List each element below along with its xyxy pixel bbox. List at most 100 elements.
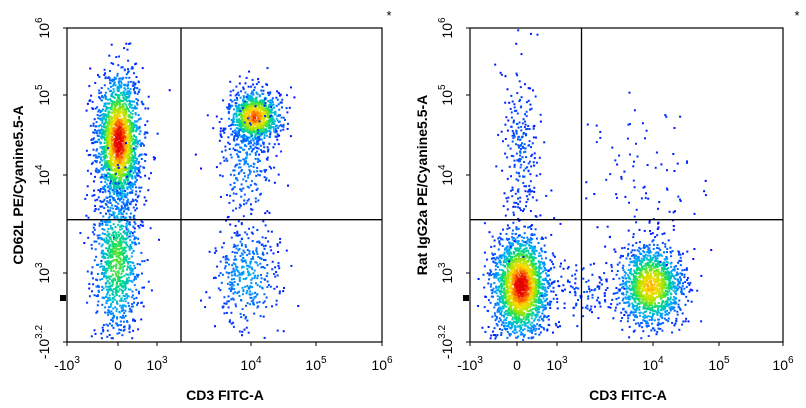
event-dot xyxy=(101,116,104,119)
event-dot xyxy=(261,287,264,290)
event-dot xyxy=(121,182,124,185)
event-dot xyxy=(94,199,97,202)
event-dot xyxy=(265,158,268,160)
event-dot xyxy=(235,107,238,110)
event-dot xyxy=(131,337,134,340)
event-dot xyxy=(266,109,269,112)
event-dot xyxy=(241,109,244,112)
event-dot xyxy=(138,139,141,142)
event-dot xyxy=(126,135,129,138)
event-dot xyxy=(239,255,242,257)
event-dot xyxy=(223,296,226,299)
event-dot xyxy=(239,96,242,99)
event-dot xyxy=(272,128,275,131)
event-dot xyxy=(244,245,247,248)
event-dot xyxy=(249,111,252,114)
event-dot xyxy=(107,309,110,312)
event-dot xyxy=(238,203,241,206)
event-dot xyxy=(102,114,105,117)
event-dot xyxy=(233,258,236,261)
event-dot xyxy=(249,170,252,173)
event-dot xyxy=(114,104,117,107)
event-dot xyxy=(99,142,102,145)
event-dot xyxy=(112,213,115,216)
event-dot xyxy=(117,159,120,162)
event-dot xyxy=(266,67,269,70)
event-dot xyxy=(113,315,115,317)
event-dot xyxy=(286,94,288,97)
event-dot xyxy=(109,150,111,153)
event-dot xyxy=(101,121,104,124)
event-dot xyxy=(238,330,241,333)
event-dot xyxy=(129,167,132,170)
event-dot xyxy=(267,100,270,103)
event-dot xyxy=(119,158,122,161)
event-dot xyxy=(251,190,254,192)
event-dot xyxy=(273,273,276,275)
event-dot xyxy=(136,200,139,203)
event-dot xyxy=(492,253,495,256)
event-dot xyxy=(261,116,264,119)
event-dot xyxy=(494,268,497,271)
event-dot xyxy=(134,152,137,155)
event-dot xyxy=(120,241,123,244)
event-dot xyxy=(100,201,103,204)
event-dot xyxy=(264,179,267,182)
event-dot xyxy=(272,101,274,104)
event-dot xyxy=(124,182,127,185)
event-dot xyxy=(107,168,110,171)
event-dot xyxy=(257,119,260,122)
event-dot xyxy=(102,186,104,189)
event-dot xyxy=(248,111,251,114)
event-dot xyxy=(256,301,259,304)
event-dot xyxy=(105,166,108,169)
event-dot xyxy=(108,233,111,236)
event-dot xyxy=(134,145,137,148)
event-dot xyxy=(249,131,252,134)
event-dot xyxy=(120,306,123,309)
event-dot xyxy=(115,151,118,154)
event-dot xyxy=(94,169,97,172)
event-dot xyxy=(263,121,266,124)
event-dot xyxy=(245,261,248,264)
event-dot xyxy=(237,91,240,94)
event-dot xyxy=(99,117,101,120)
event-dot xyxy=(523,265,526,268)
event-dot xyxy=(100,95,103,98)
event-dot xyxy=(270,111,273,114)
event-dot xyxy=(130,137,132,140)
event-dot xyxy=(127,93,130,96)
event-dot xyxy=(268,106,271,108)
event-dot xyxy=(238,234,241,236)
event-dot xyxy=(111,145,114,148)
event-dot xyxy=(245,135,248,138)
event-dot xyxy=(251,101,254,104)
event-dot xyxy=(109,123,112,126)
event-dot xyxy=(135,167,138,169)
event-dot xyxy=(90,271,93,274)
event-dot xyxy=(134,175,137,178)
event-dot xyxy=(259,122,262,125)
event-dot xyxy=(275,125,277,128)
event-dot xyxy=(118,109,121,112)
event-dot xyxy=(103,273,106,276)
event-dot xyxy=(111,91,114,94)
event-dot xyxy=(263,300,266,303)
event-dot xyxy=(245,115,247,118)
event-dot xyxy=(106,230,109,233)
event-dot xyxy=(257,173,260,176)
event-dot xyxy=(109,158,112,161)
event-dot xyxy=(134,222,137,225)
event-dot xyxy=(237,173,240,175)
event-dot xyxy=(93,210,96,212)
event-dot xyxy=(107,76,110,79)
event-dot xyxy=(244,317,247,320)
event-dot xyxy=(103,137,106,139)
event-dot xyxy=(255,111,258,114)
event-dot xyxy=(99,161,101,164)
event-dot xyxy=(108,116,111,119)
x-tick-label: -103 xyxy=(54,355,80,373)
event-dot xyxy=(232,325,235,328)
event-dot xyxy=(256,157,259,160)
event-dot xyxy=(235,177,237,180)
